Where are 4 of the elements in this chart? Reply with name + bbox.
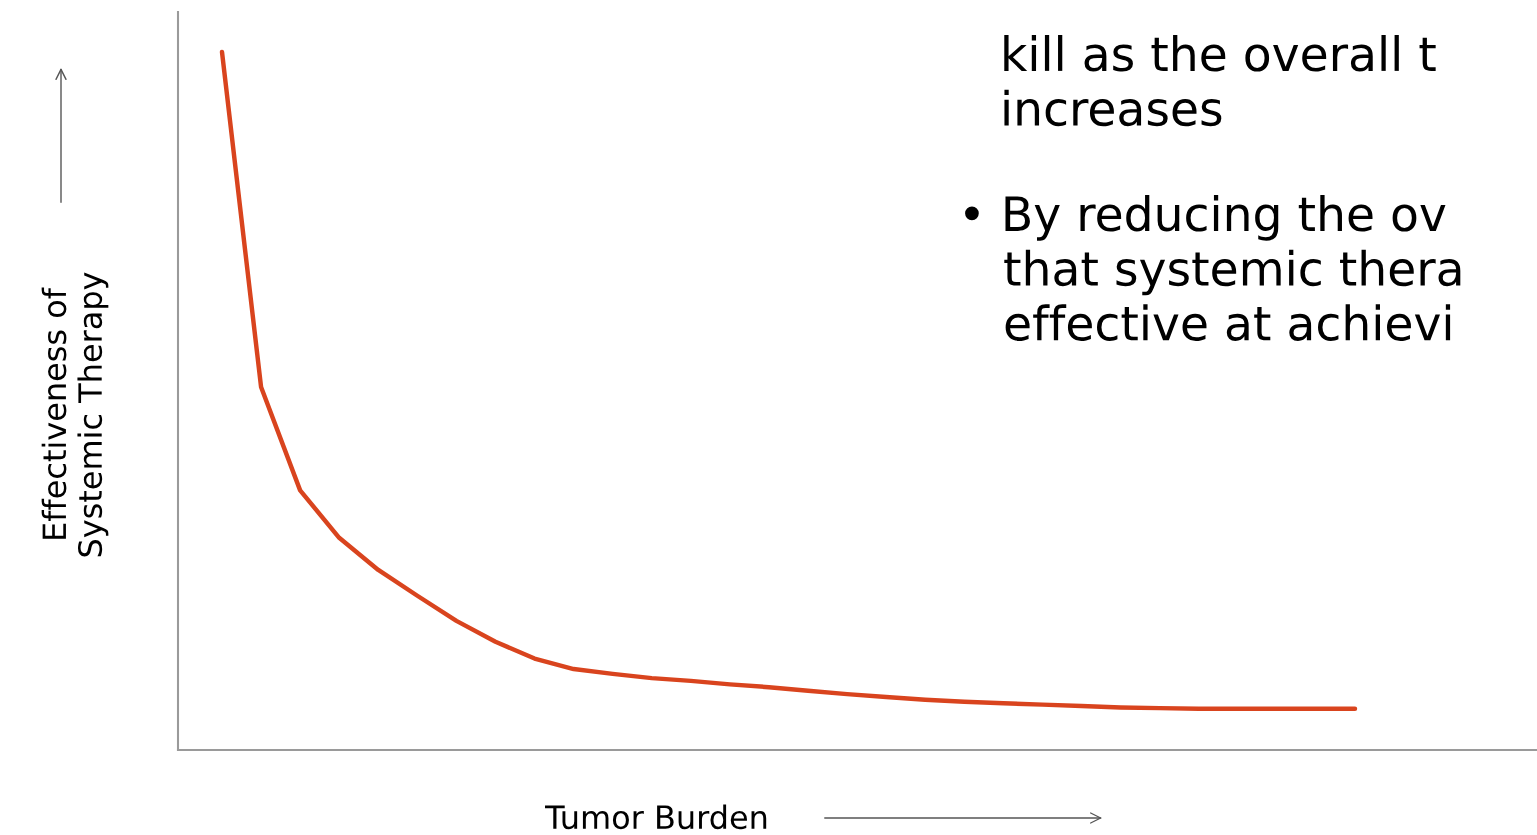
annotation: • By reducing the ov that systemic thera effective at achievi [965, 195, 1461, 341]
x-axis-title: Tumor Burden [545, 804, 767, 830]
y-axis-title: Effectiveness of Systemic Therapy [41, 272, 109, 557]
annotation: kill as the overall t increases [1004, 35, 1436, 127]
